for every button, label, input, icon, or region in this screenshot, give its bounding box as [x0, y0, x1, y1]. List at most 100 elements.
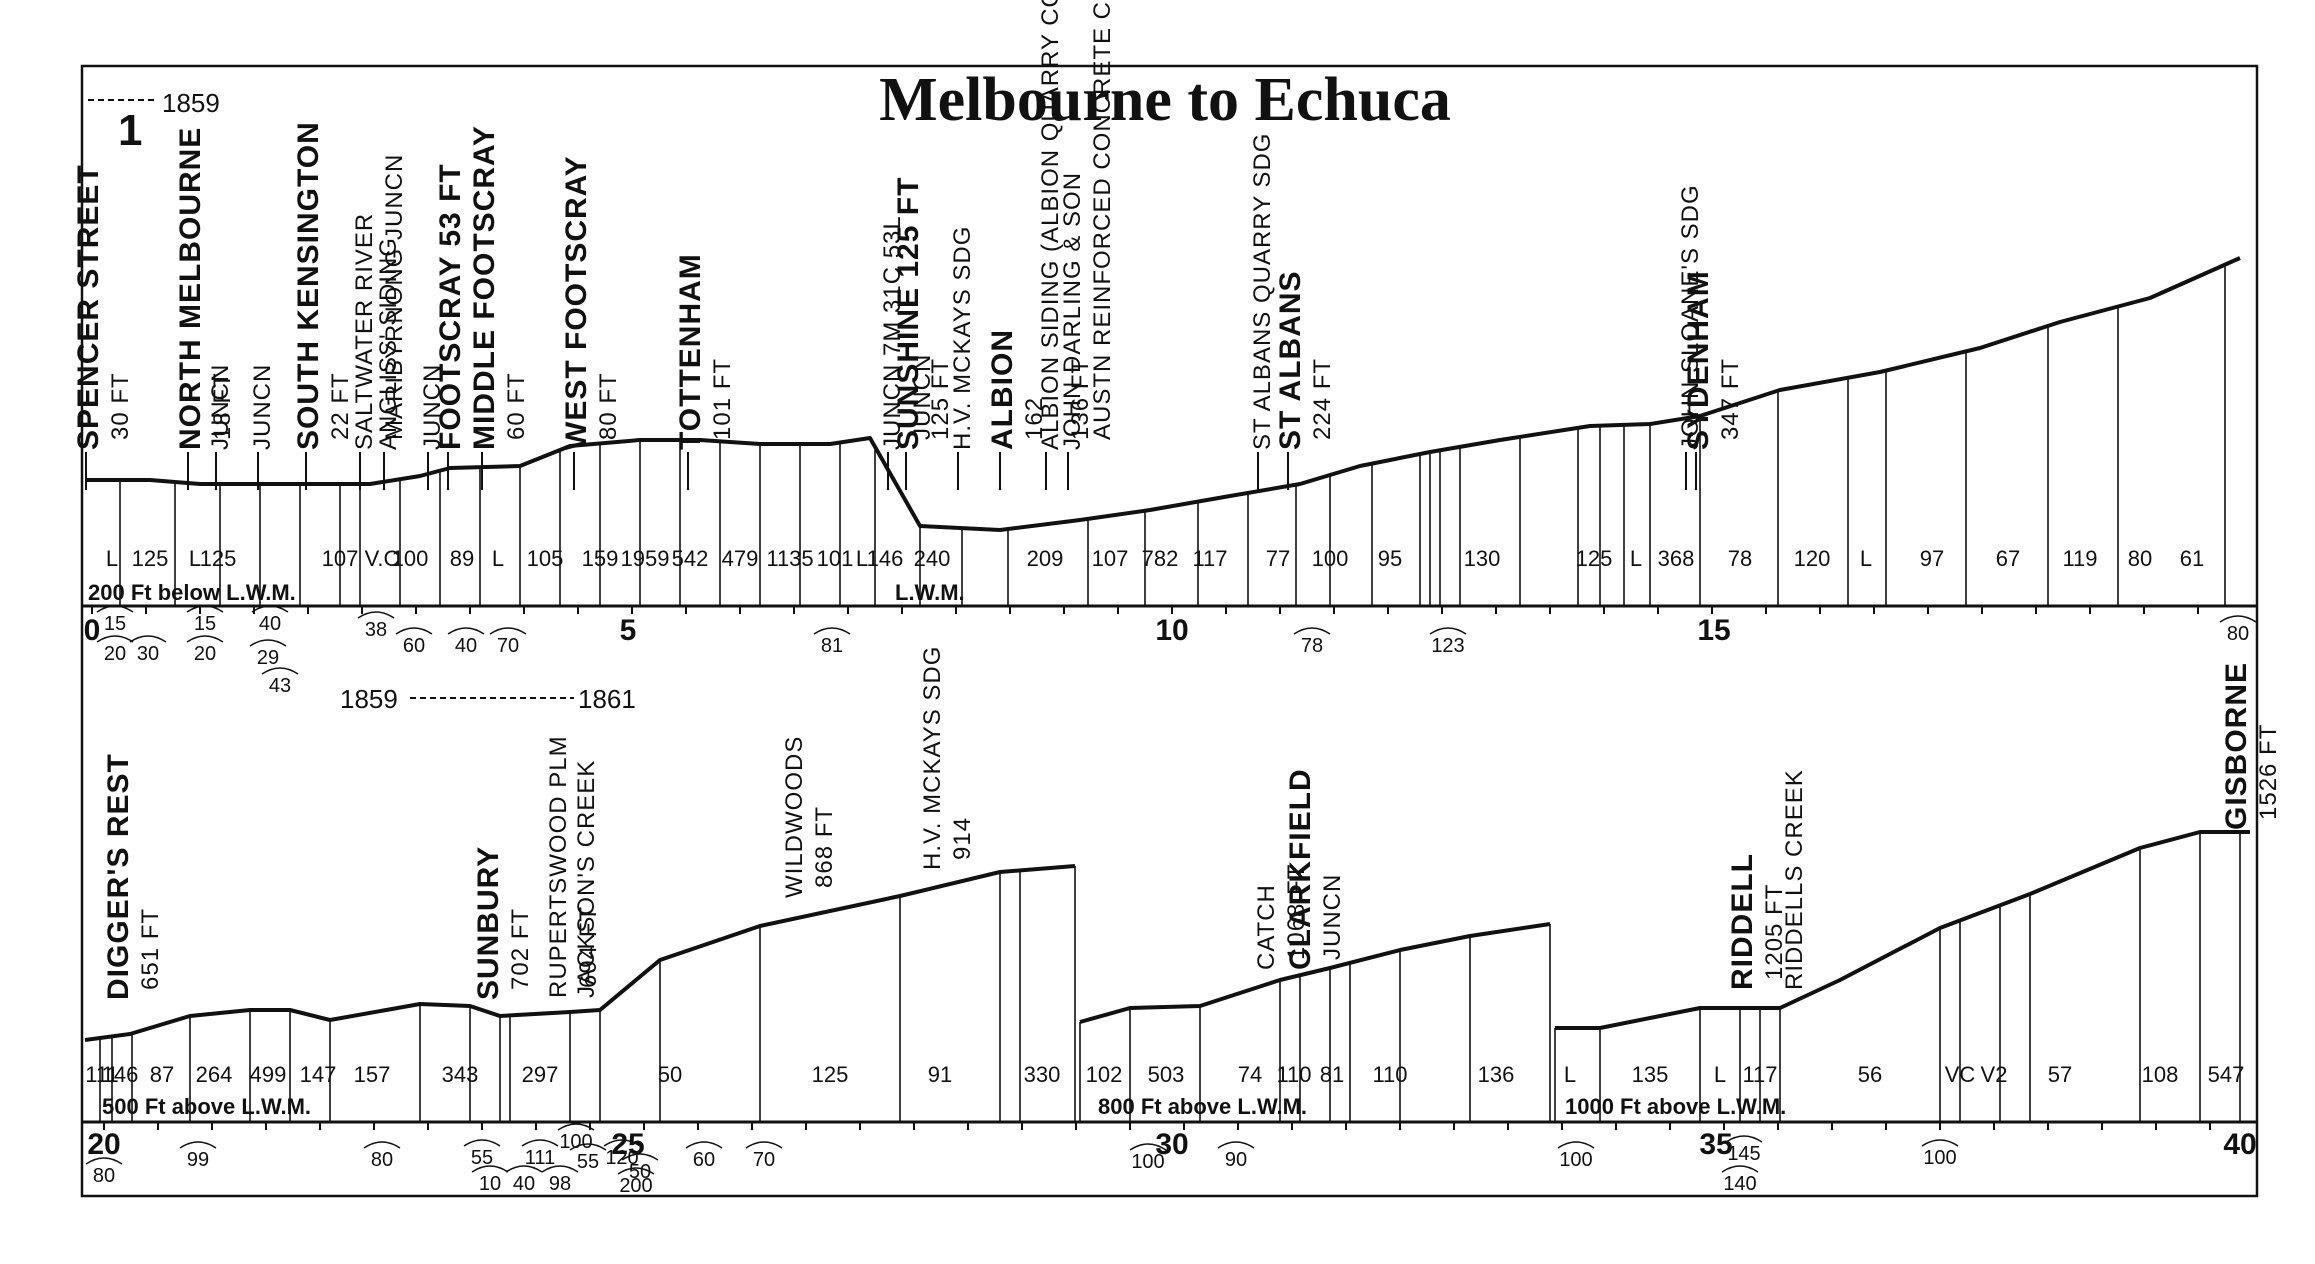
curve-arc	[621, 1153, 659, 1161]
station-detail: 30 FT	[107, 372, 134, 440]
curve-radius: 15	[104, 613, 126, 635]
curve-arc	[395, 627, 433, 635]
station-detail: JUNCN	[1319, 874, 1346, 960]
curve-arc	[1725, 1135, 1763, 1143]
curve-radius: 29	[257, 647, 279, 669]
top-gradient-value: 125	[132, 546, 169, 571]
curve-radius: 70	[753, 1149, 775, 1171]
station-name: SALTWATER RIVER	[351, 213, 378, 450]
station-name: WEST FOOTSCRAY	[560, 155, 593, 450]
top-gradient-value: 125	[1576, 546, 1613, 571]
top-gradient-value: 120	[1794, 546, 1831, 571]
top-gradient-value: 130	[1464, 546, 1501, 571]
station-name: SUNBURY	[472, 846, 505, 1000]
station-label: RIDDELL 1205 FT	[1726, 853, 1788, 990]
date-marker-middle-right: 1861	[578, 684, 636, 714]
station-label: JUNCN	[207, 364, 234, 490]
curve-radius: 145	[1727, 1143, 1760, 1165]
station-name: JOHN SLOANE'S SDG	[1677, 184, 1704, 450]
top-station-labels: SPENCER STREET 30 FT NORTH MELBOURNE 18 FTJ…	[72, 0, 1744, 490]
station-name: CATCH	[1253, 884, 1280, 970]
bottom-gradient-value: 264	[196, 1062, 233, 1087]
curve-arc	[813, 627, 851, 635]
curve-arc	[1129, 1143, 1167, 1151]
station-detail: 101 FT	[709, 358, 736, 440]
station-detail: 136 FT	[1067, 358, 1094, 440]
station-label: WILDWOODS 868 FT	[781, 736, 838, 898]
curve-arc	[521, 1139, 559, 1147]
station-label: NORTH MELBOURNE 18 FT	[174, 127, 236, 490]
station-name: CLARKFIELD	[1284, 768, 1317, 970]
top-gradient-value: 107	[322, 546, 359, 571]
station-detail: 694 FT	[575, 906, 602, 988]
top-gradient-value: 80	[2128, 546, 2152, 571]
station-detail: 22 FT	[327, 372, 354, 440]
curve-arc	[1217, 1141, 1255, 1149]
station-detail: 162	[1021, 397, 1048, 440]
station-label: JUNCN 7M 31C 53L JUNCN	[879, 215, 936, 490]
station-label: SYDENHAM 347 FT	[1682, 270, 1744, 490]
bottom-gradient-value: 499	[250, 1062, 287, 1087]
station-label: CLARKFIELD JUNCN	[1284, 768, 1346, 970]
top-gradient-value: 125	[200, 546, 237, 571]
curve-arc	[186, 635, 224, 643]
mile-label: 5	[620, 614, 637, 647]
top-gradient-value: 89	[450, 546, 474, 571]
bottom-datum-800: 800 Ft above L.W.M.	[1098, 1094, 1307, 1119]
top-gradient-value: 209	[1027, 546, 1064, 571]
station-label: SALTWATER RIVER MARIBYRNONG JUNCN	[351, 154, 408, 490]
station-label: JACKSON'S CREEK	[573, 760, 600, 998]
station-name: JOHN DARLING & SON	[1059, 172, 1086, 450]
curve-radius: 123	[1431, 635, 1464, 657]
mile-label: 35	[1699, 1128, 1732, 1161]
curve-radius: 40	[513, 1173, 535, 1195]
station-label: TOTTENHAM 101 FT	[674, 253, 736, 490]
bottom-profile-line-2	[1079, 922, 1551, 1024]
bottom-profile-line-3	[1555, 830, 2250, 1030]
bottom-gradient-value: 146	[102, 1062, 139, 1087]
curve-arc	[541, 1165, 579, 1173]
bottom-gradient-value: 157	[354, 1062, 391, 1087]
station-label: GISBORNE 1526 FT	[2220, 662, 2282, 830]
top-datum-lwm: L.W.M.	[895, 580, 965, 605]
station-detail: 914	[949, 817, 976, 860]
station-name: FOOTSCRAY 53 FT	[434, 163, 467, 450]
top-gradient-value: 117	[1192, 546, 1227, 571]
bottom-datum-1000: 1000 Ft above L.W.M.	[1565, 1094, 1786, 1119]
curve-radius: 50	[629, 1161, 651, 1183]
mile-label: 25	[611, 1128, 644, 1161]
bottom-gradient-value: 57	[2048, 1062, 2072, 1087]
curve-radius: 78	[1301, 635, 1323, 657]
curve-radius: 98	[549, 1173, 571, 1195]
diagram-title: Melbourne to Echuca	[879, 66, 1451, 134]
station-name: SUNSHINE 125 FT	[892, 177, 925, 450]
station-name: RUPERTSWOOD PLM	[545, 735, 572, 998]
top-gradient-value: 67	[1996, 546, 2020, 571]
curve-arc	[1921, 1139, 1959, 1147]
curve-radius: 55	[471, 1147, 493, 1169]
station-label: ST ALBANS QUARRY SDG	[1249, 133, 1276, 490]
mile-label: 30	[1155, 1128, 1188, 1161]
curve-radius: 100	[1131, 1151, 1164, 1173]
bottom-gradient-value: 136	[1478, 1062, 1515, 1087]
top-gradient-value: 1959	[621, 546, 670, 571]
bottom-gradient-value: V2	[1981, 1062, 2008, 1087]
station-label: ANGLISS' SIDING	[375, 237, 402, 490]
curve-arc	[251, 605, 289, 613]
station-detail: 224 FT	[1309, 358, 1336, 440]
curve-arc	[96, 635, 134, 643]
top-mile-labels: 0 5 10 15	[84, 606, 2199, 647]
top-gradient-value: 159	[582, 546, 619, 571]
station-detail: 18 FT	[209, 372, 236, 440]
station-name: DIGGER'S REST	[102, 753, 135, 1000]
station-name: NORTH MELBOURNE	[174, 127, 207, 450]
curve-arc	[85, 1157, 123, 1165]
top-curve-labels: 15 20 30 15 20 40 29 43 38 60 40 70 81 78 123 80	[96, 605, 2257, 697]
curve-arc	[685, 1141, 723, 1149]
station-name: JUNCN	[207, 364, 234, 450]
bottom-gradient-value: 110	[1372, 1062, 1407, 1087]
station-name: WILDWOODS	[781, 736, 808, 898]
curve-arc	[447, 627, 485, 635]
curve-radius: 100	[559, 1131, 592, 1153]
